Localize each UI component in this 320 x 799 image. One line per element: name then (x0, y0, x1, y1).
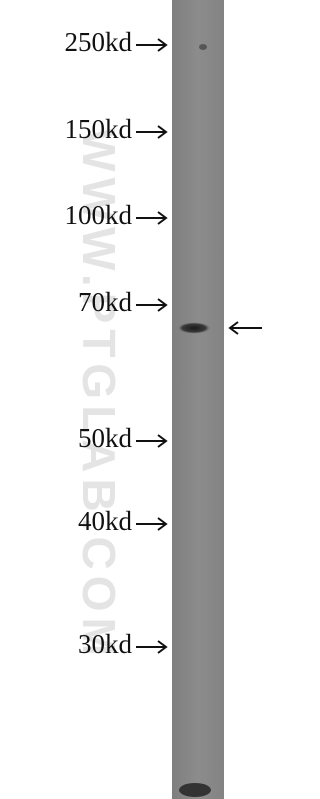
spot (179, 783, 211, 797)
marker-arrow-head (157, 640, 168, 654)
band-arrow (228, 321, 262, 335)
marker-label: 30kd (78, 629, 133, 659)
protein-band (177, 322, 211, 334)
marker-label: 150kd (65, 114, 133, 144)
marker-arrow-head (157, 434, 168, 448)
gel-lane (172, 0, 224, 799)
marker-arrow-head (157, 211, 168, 225)
marker-label: 50kd (78, 423, 133, 453)
marker-arrow-head (157, 38, 168, 52)
marker-arrow-head (157, 517, 168, 531)
marker-label: 40kd (78, 506, 133, 536)
marker-label: 70kd (78, 287, 133, 317)
blot-figure: WWW.PTGLAB.COM 250kd 150kd 100kd 70kd 50kd 40… (65, 0, 262, 799)
spot (199, 44, 207, 50)
marker-label: 100kd (65, 200, 133, 230)
marker-arrow-head (157, 298, 168, 312)
marker-arrow-head (157, 125, 168, 139)
watermark: WWW.PTGLAB.COM (73, 128, 125, 662)
marker-list: 250kd 150kd 100kd 70kd 50kd 40kd 30kd (65, 27, 168, 659)
marker-label: 250kd (65, 27, 133, 57)
